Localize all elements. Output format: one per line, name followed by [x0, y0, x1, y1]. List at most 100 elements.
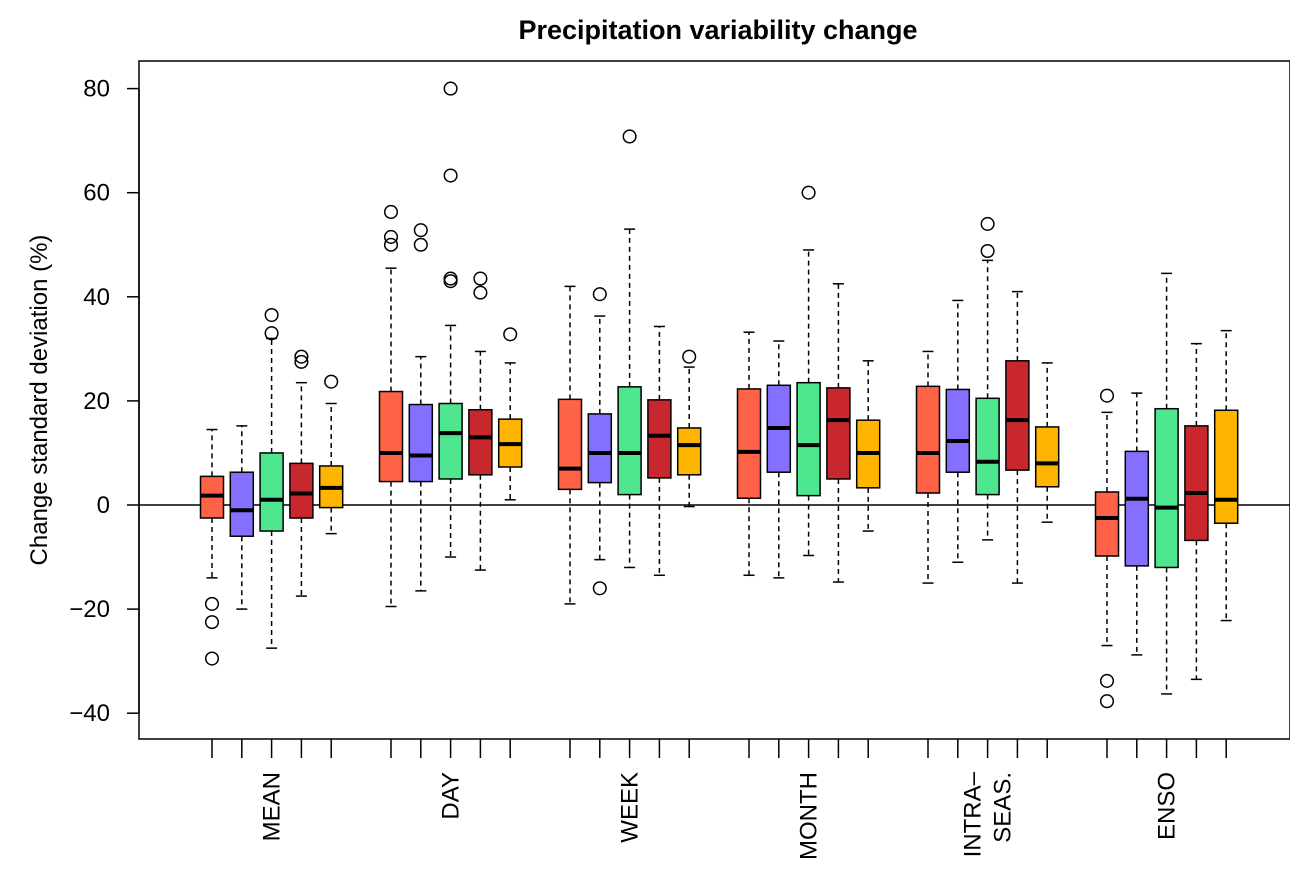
outlier-point — [1099, 673, 1115, 688]
box-iqr — [975, 397, 1000, 496]
box-5-2 — [945, 299, 971, 564]
box-iqr — [945, 388, 971, 473]
outlier-point — [443, 81, 458, 96]
box-3-2 — [587, 287, 613, 596]
box-iqr — [1154, 407, 1179, 569]
box-iqr — [676, 427, 702, 476]
outlier-point — [980, 216, 995, 231]
outlier-point — [204, 615, 220, 630]
category-label: WEEK — [617, 772, 644, 843]
box-iqr — [378, 390, 404, 483]
outlier-point — [1099, 694, 1115, 709]
outlier-point — [324, 374, 339, 389]
box-1-2 — [229, 425, 255, 610]
outlier-point — [204, 651, 220, 666]
y-tick-label: −40 — [69, 700, 110, 727]
y-tick-label: 80 — [83, 76, 110, 103]
box-iqr — [1094, 491, 1120, 557]
box-2-5 — [497, 327, 523, 501]
outlier-point — [980, 243, 995, 259]
y-tick-label: 40 — [83, 284, 110, 311]
box-iqr — [736, 388, 762, 499]
box-1-3 — [259, 307, 284, 649]
category-label: INTRA– — [960, 771, 987, 857]
box-iqr — [1184, 425, 1209, 542]
box-iqr — [289, 462, 314, 519]
box-iqr — [587, 413, 613, 484]
box-2-4 — [468, 271, 493, 571]
box-6-5 — [1213, 329, 1239, 622]
outlier-point — [503, 327, 518, 342]
box-3-5 — [676, 349, 702, 508]
box-4-4 — [826, 283, 851, 583]
box-iqr — [557, 398, 583, 491]
outlier-point — [443, 274, 458, 289]
category-label: SEAS. — [990, 772, 1017, 843]
outlier-point — [294, 354, 309, 369]
box-iqr — [617, 386, 642, 496]
box-4-1 — [736, 331, 762, 577]
box-iqr — [259, 452, 284, 532]
outlier-point — [383, 204, 399, 220]
box-3-3 — [617, 129, 642, 569]
y-tick-label: 60 — [83, 180, 110, 207]
outlier-point — [592, 287, 607, 302]
box-iqr — [1124, 450, 1150, 567]
outlier-point — [264, 307, 279, 323]
box-4-3 — [796, 185, 821, 557]
box-2-2 — [408, 223, 434, 592]
box-4-2 — [766, 340, 792, 579]
y-tick-label: −20 — [69, 596, 110, 623]
box-3-1 — [557, 285, 583, 605]
box-5-5 — [1034, 362, 1060, 523]
box-5-3 — [975, 216, 1000, 541]
category-label: MEAN — [259, 772, 286, 841]
outlier-point — [294, 349, 309, 364]
outlier-point — [622, 129, 637, 144]
box-iqr — [647, 399, 672, 479]
box-iqr — [826, 387, 851, 480]
box-iqr — [229, 471, 255, 537]
box-iqr — [408, 403, 434, 483]
x-axis: MEAN DAY WEEK MONTH INTRA– SEAS. ENSO — [211, 739, 1227, 860]
outlier-point — [473, 285, 488, 300]
outlier-point — [383, 237, 399, 252]
y-axis: −40 −20 0 20 40 60 80 — [69, 76, 140, 727]
box-iqr — [1213, 409, 1239, 524]
chart-title: Precipitation variability change — [518, 15, 917, 45]
box-2-1 — [378, 204, 404, 608]
outlier-point — [682, 349, 697, 364]
box-6-2 — [1124, 392, 1150, 656]
category-label: MONTH — [796, 772, 823, 860]
box-iqr — [915, 385, 941, 494]
outlier-point — [383, 229, 399, 244]
outlier-point — [443, 168, 458, 183]
outlier-point — [801, 185, 816, 200]
box-iqr — [1034, 426, 1060, 488]
box-3-4 — [647, 325, 672, 577]
category-label: ENSO — [1154, 772, 1181, 840]
outlier-point — [473, 271, 488, 286]
box-1-4 — [289, 349, 314, 597]
outlier-point — [204, 596, 220, 611]
category-label: DAY — [438, 772, 465, 820]
outlier-point — [592, 581, 607, 596]
plot-frame — [138, 60, 1290, 740]
outlier-point — [264, 326, 279, 341]
box-6-3 — [1154, 272, 1179, 695]
boxes-layer — [199, 81, 1239, 709]
box-4-5 — [855, 360, 881, 532]
box-2-3 — [438, 81, 463, 558]
box-6-1 — [1094, 388, 1120, 709]
outlier-point — [1099, 388, 1115, 403]
box-iqr — [1005, 360, 1030, 471]
box-1-1 — [199, 428, 225, 666]
outlier-point — [413, 237, 428, 252]
y-axis-label: Change standard deviation (%) — [26, 235, 53, 566]
y-tick-label: 20 — [83, 388, 110, 415]
box-iqr — [438, 402, 463, 480]
y-tick-label: 0 — [97, 492, 110, 519]
box-iqr — [468, 408, 493, 476]
box-5-1 — [915, 350, 941, 584]
